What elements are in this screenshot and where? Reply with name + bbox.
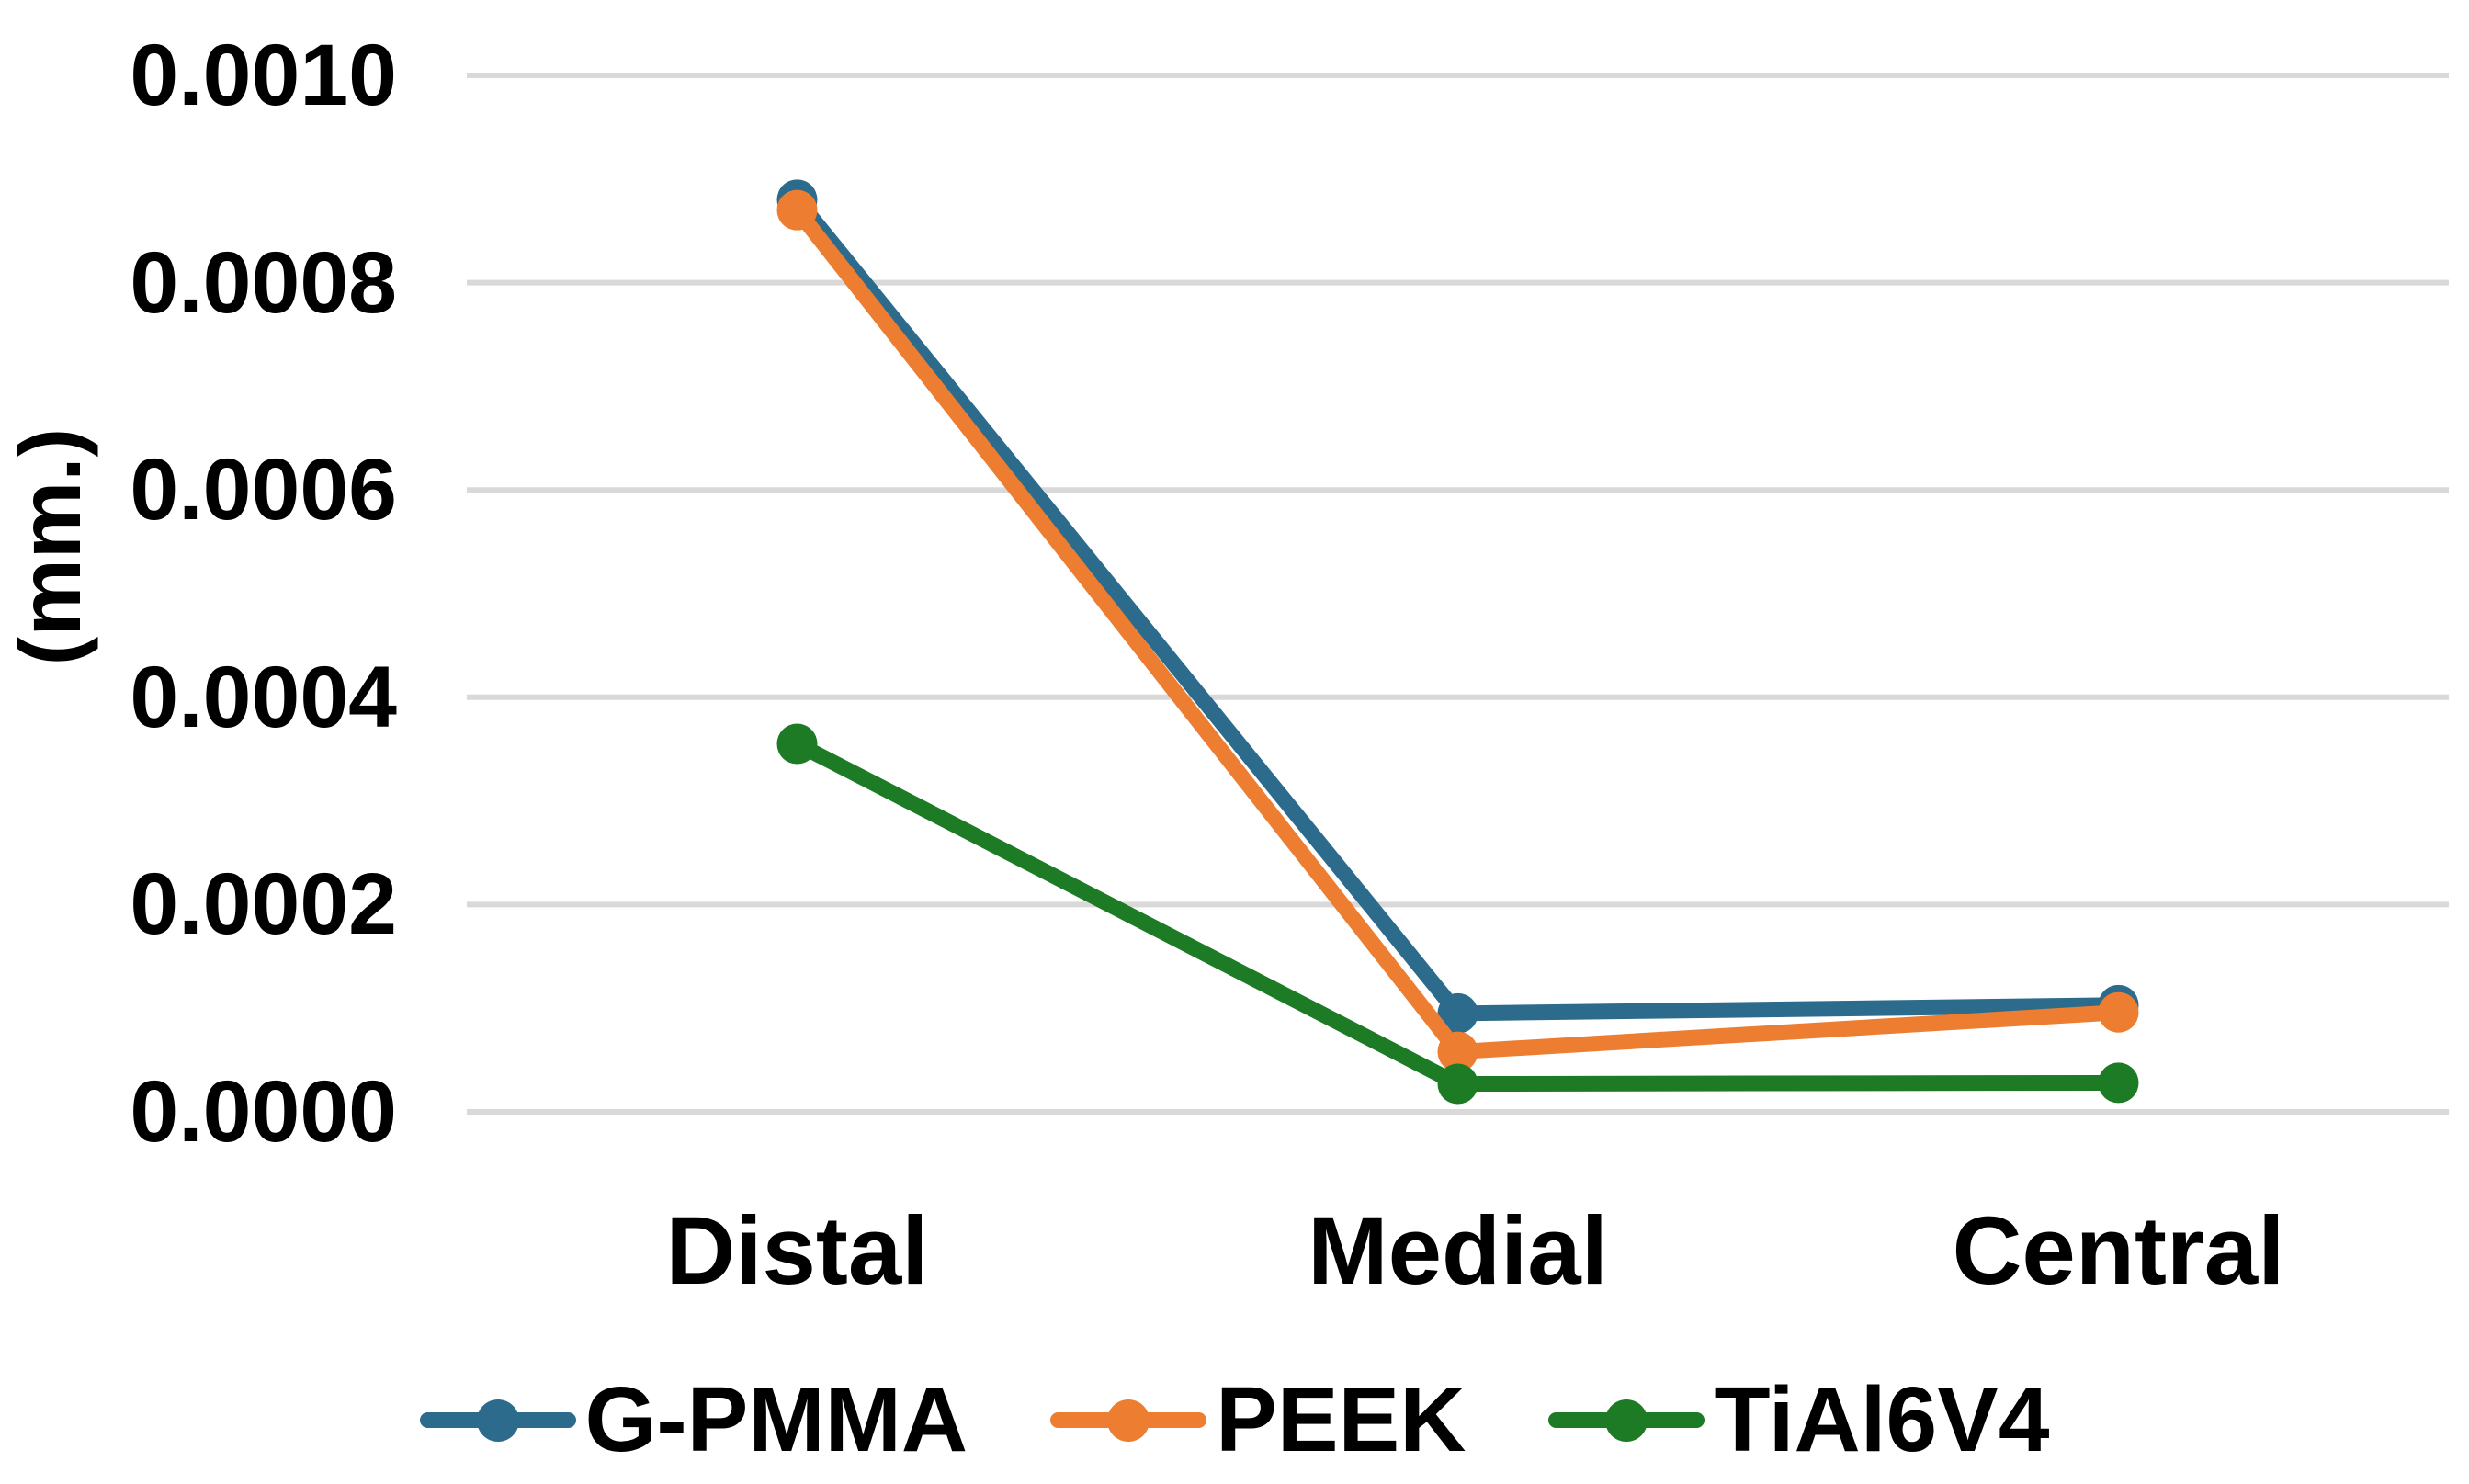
x-category-label-Central: Central bbox=[1952, 1197, 2285, 1305]
data-point-TiAl6V4-Central bbox=[2098, 1062, 2139, 1104]
y-tick-label: 0.0008 bbox=[130, 233, 397, 332]
y-tick-label: 0.0010 bbox=[130, 27, 397, 124]
legend-dot-icon bbox=[1107, 1399, 1150, 1442]
legend-line-marker-icon bbox=[1050, 1399, 1207, 1442]
series-line-G-PMMA bbox=[789, 191, 2126, 1022]
legend-label: G-PMMA bbox=[584, 1368, 968, 1471]
data-point-TiAl6V4-Distal bbox=[776, 723, 818, 765]
y-tick-label: 0.0002 bbox=[130, 855, 397, 954]
x-category-label-Medial: Medial bbox=[1308, 1197, 1608, 1305]
x-category-label-Distal: Distal bbox=[665, 1197, 929, 1305]
data-point-PEEK-Medial bbox=[1437, 1031, 1478, 1072]
data-point-TiAl6V4-Medial bbox=[1437, 1063, 1478, 1105]
y-axis-title: (mm.) bbox=[2, 427, 99, 666]
gridlines bbox=[467, 73, 2449, 1115]
data-point-G-PMMA-Medial bbox=[1437, 992, 1478, 1034]
y-tick-label: 0.0006 bbox=[130, 441, 397, 539]
legend-item-PEEK: PEEK bbox=[1050, 1367, 1466, 1473]
legend-dot-icon bbox=[1605, 1399, 1648, 1442]
series-line-PEEK bbox=[789, 202, 2126, 1060]
legend-line-marker-icon bbox=[419, 1399, 576, 1442]
series-layer bbox=[776, 179, 2139, 1105]
legend-line-marker-icon bbox=[1548, 1399, 1705, 1442]
legend-item-G-PMMA: G-PMMA bbox=[419, 1367, 968, 1473]
y-tick-label: 0.0000 bbox=[130, 1063, 397, 1161]
legend: G-PMMA PEEK TiAl6V4 bbox=[0, 1367, 2469, 1473]
data-point-PEEK-Central bbox=[2098, 991, 2139, 1033]
legend-label: TiAl6V4 bbox=[1714, 1368, 2050, 1471]
y-tick-label: 0.0004 bbox=[130, 648, 397, 746]
legend-label: PEEK bbox=[1216, 1368, 1467, 1471]
legend-item-TiAl6V4: TiAl6V4 bbox=[1548, 1367, 2049, 1473]
data-point-PEEK-Distal bbox=[776, 189, 818, 231]
legend-dot-icon bbox=[476, 1399, 519, 1442]
